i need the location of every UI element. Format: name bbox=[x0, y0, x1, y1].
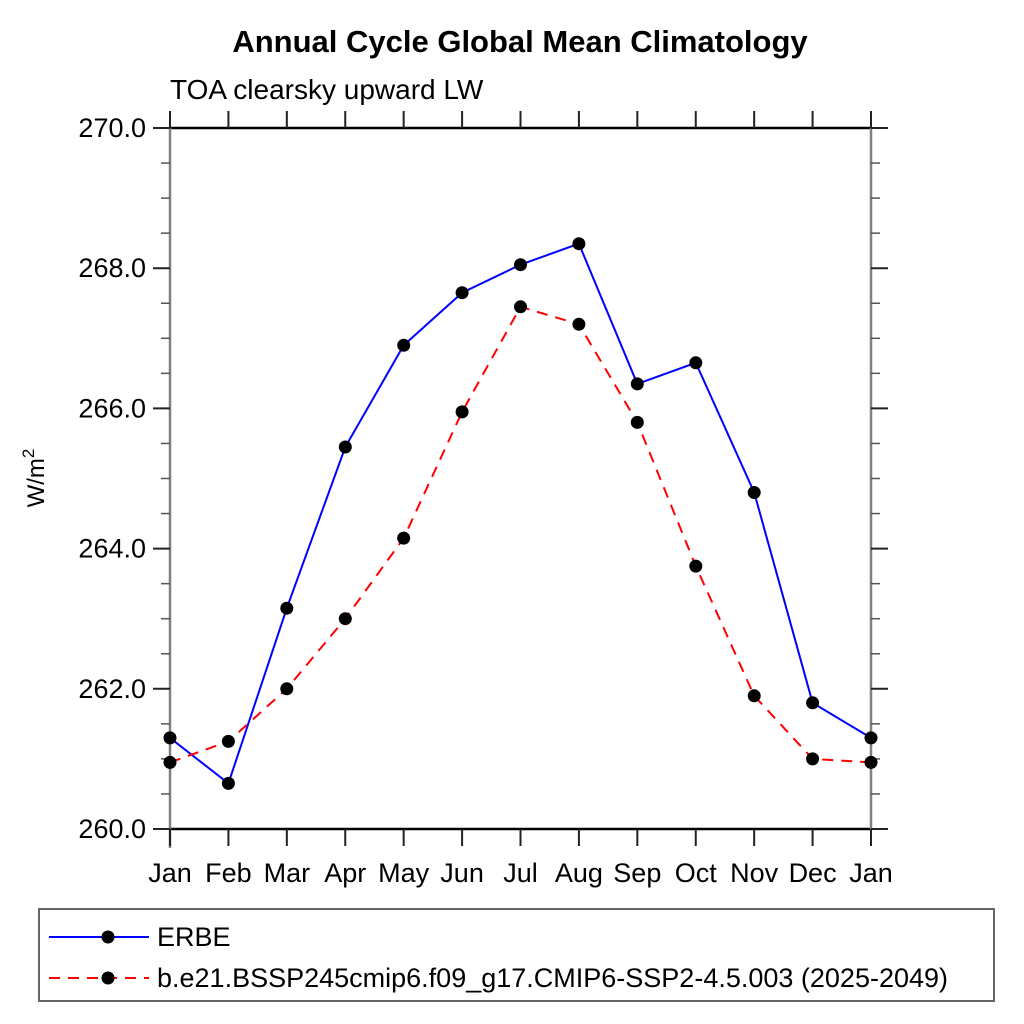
y-tick-label: 268.0 bbox=[78, 253, 146, 283]
legend-sample-dashed-line bbox=[49, 971, 149, 985]
y-tick-label: 262.0 bbox=[78, 674, 146, 704]
x-tick-label: Jul bbox=[503, 858, 538, 888]
legend-marker-dot bbox=[101, 930, 115, 944]
series-line-solid bbox=[169, 242, 872, 786]
chart-title: Annual Cycle Global Mean Climatology bbox=[232, 24, 808, 59]
data-point bbox=[221, 734, 235, 748]
data-point bbox=[338, 612, 352, 626]
chart-legend: ERBE b.e21.BSSP245cmip6.f09_g17.CMIP6-SS… bbox=[38, 908, 995, 1002]
x-tick-label: Jan bbox=[849, 858, 893, 888]
data-point bbox=[689, 559, 703, 573]
x-tick-label: Jan bbox=[148, 858, 192, 888]
x-tick-label: Mar bbox=[264, 858, 311, 888]
data-point bbox=[747, 689, 761, 703]
data-point bbox=[747, 486, 761, 499]
legend-item-model: b.e21.BSSP245cmip6.f09_g17.CMIP6-SSP2-4.… bbox=[48, 963, 948, 993]
data-point bbox=[572, 237, 586, 251]
y-tick-label: 264.0 bbox=[78, 534, 146, 564]
data-point bbox=[689, 356, 703, 370]
data-point bbox=[455, 286, 469, 300]
data-point bbox=[455, 405, 469, 419]
legend-marker-dot bbox=[101, 971, 115, 985]
y-tick-label: 270.0 bbox=[78, 113, 146, 143]
y-axis-unit-superscript: 2 bbox=[19, 449, 38, 458]
data-point bbox=[514, 258, 527, 272]
data-point bbox=[630, 377, 644, 391]
chart-subtitle: TOA clearsky upward LW bbox=[170, 74, 484, 105]
legend-label-erbe: ERBE bbox=[157, 922, 231, 952]
x-tick-label: Oct bbox=[675, 858, 718, 888]
legend-sample-solid-line bbox=[49, 930, 149, 944]
data-point bbox=[397, 338, 411, 352]
data-series bbox=[163, 237, 878, 790]
data-point bbox=[163, 731, 177, 745]
axis-ticks bbox=[153, 111, 888, 846]
plot-frame bbox=[168, 126, 873, 848]
y-axis-unit-label: W/m2 bbox=[19, 449, 50, 508]
x-tick-label: Jun bbox=[440, 858, 484, 888]
data-point bbox=[864, 731, 878, 745]
data-point bbox=[514, 300, 527, 314]
data-point bbox=[280, 601, 294, 615]
y-tick-label: 266.0 bbox=[78, 393, 146, 423]
axis-tick-labels: Jan Feb Mar Apr May Jun Jul Aug Sep Oct Nov Dec Jan2… bbox=[78, 113, 892, 888]
data-point bbox=[338, 440, 352, 454]
data-point bbox=[163, 755, 177, 769]
data-point bbox=[630, 415, 644, 429]
x-tick-label: Apr bbox=[324, 858, 366, 888]
y-axis-unit-prefix: W/m bbox=[23, 458, 50, 507]
data-point bbox=[221, 776, 235, 790]
data-point bbox=[806, 752, 820, 766]
data-point bbox=[397, 531, 411, 545]
legend-label-model: b.e21.BSSP245cmip6.f09_g17.CMIP6-SSP2-4.… bbox=[157, 963, 949, 993]
x-tick-label: Sep bbox=[613, 858, 661, 888]
x-tick-label: Dec bbox=[789, 858, 837, 888]
x-tick-label: Nov bbox=[730, 858, 779, 888]
data-point bbox=[864, 755, 878, 769]
x-tick-label: Feb bbox=[205, 858, 252, 888]
x-tick-label: Aug bbox=[555, 858, 603, 888]
data-point bbox=[572, 317, 586, 331]
legend-item-erbe: ERBE bbox=[48, 922, 231, 952]
y-tick-label: 260.0 bbox=[78, 814, 146, 844]
data-point bbox=[806, 696, 820, 710]
data-point bbox=[280, 682, 294, 696]
x-tick-label: May bbox=[378, 858, 430, 888]
